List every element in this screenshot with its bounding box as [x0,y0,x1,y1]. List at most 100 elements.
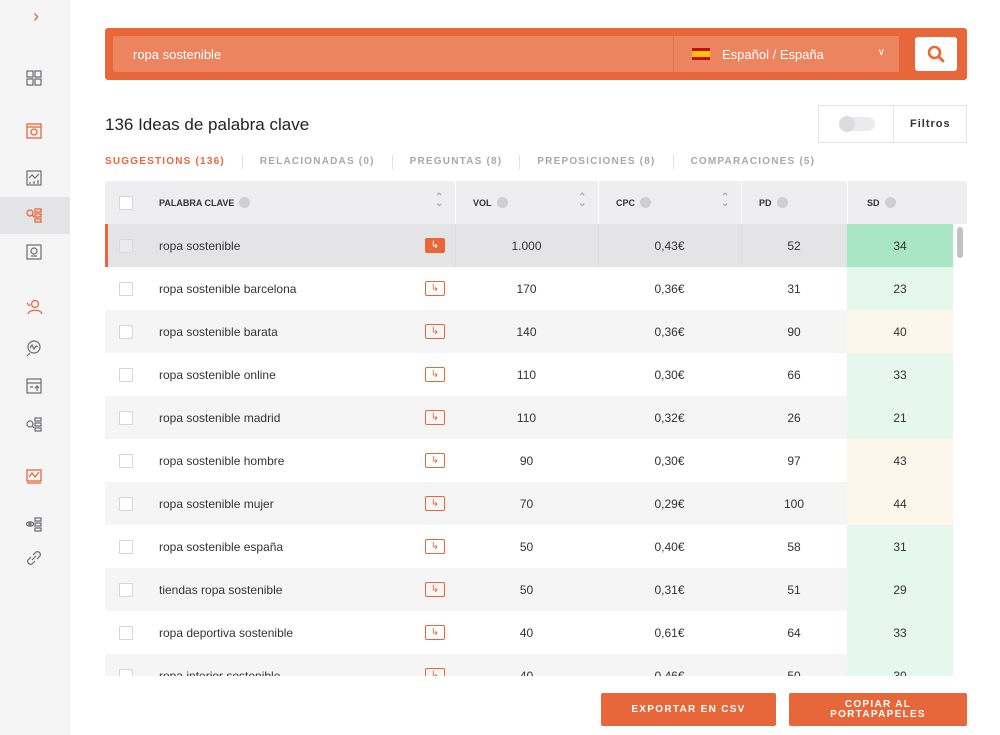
language-selector[interactable]: Español / España ∨ [673,36,899,72]
row-checkbox[interactable] [119,224,133,267]
sort-keyword-icon[interactable]: ⌃ ⌄ [435,192,444,209]
col-pd[interactable]: PD [759,181,788,224]
row-checkbox[interactable] [119,267,133,310]
open-keyword-icon[interactable]: ↳ [425,410,445,425]
search-button[interactable] [915,37,957,71]
table-row[interactable]: ropa sostenible barata ↳ 140 0,36€ 90 40 [105,310,953,353]
vol-cell: 50 [519,539,534,554]
table-row[interactable]: tiendas ropa sostenible ↳ 50 0,31€ 51 29 [105,568,953,611]
sd-cell: 33 [847,353,953,396]
tab-preposiciones[interactable]: PREPOSICIONES (8) [520,155,674,169]
help-icon[interactable] [884,197,896,208]
backlink-analysis-icon[interactable] [24,338,44,358]
pd-cell: 58 [787,539,801,554]
help-icon[interactable] [496,197,508,208]
table-row[interactable]: ropa sostenible mujer ↳ 70 0,29€ 100 44 [105,482,953,525]
sd-cell: 44 [847,482,953,525]
row-checkbox[interactable] [119,611,133,654]
backlinks-users-icon[interactable] [24,297,44,317]
col-keyword[interactable]: PALABRA CLAVE [159,181,251,224]
filters-control[interactable]: Filtros [818,105,967,143]
open-keyword-icon[interactable]: ↳ [425,668,445,676]
tab-suggestions[interactable]: SUGGESTIONS (136) [105,155,243,169]
table-row[interactable]: ropa sostenible españa ↳ 50 0,40€ 58 31 [105,525,953,568]
keyword-cell: ropa sostenible barcelona [159,281,297,296]
keyword-ideas-icon[interactable] [24,205,44,225]
link-icon[interactable] [24,548,44,568]
keyword-cell: ropa sostenible barata [159,324,278,339]
row-checkbox[interactable] [119,396,133,439]
row-checkbox[interactable] [119,568,133,611]
pd-cell: 31 [787,281,801,296]
col-sd-label: SD [867,197,880,208]
export-csv-button[interactable]: EXPORTAR EN CSV [601,693,776,726]
keyword-cell: ropa sostenible [159,238,241,253]
keyword-search-input[interactable] [113,36,679,72]
site-audit-icon[interactable] [24,121,44,141]
visibility-list-icon[interactable] [24,514,44,534]
table-scrollbar[interactable] [955,224,965,676]
rank-tracking-icon[interactable] [24,376,44,396]
open-keyword-icon[interactable]: ↳ [425,238,445,253]
row-divider [741,224,742,267]
row-checkbox[interactable] [119,482,133,525]
help-icon[interactable] [776,197,788,208]
table-row[interactable]: ropa sostenible hombre ↳ 90 0,30€ 97 43 [105,439,953,482]
table-header: PALABRA CLAVE ⌃ ⌄ VOL ⌃ ⌄ CPC ⌃ ⌄ PD SD [105,181,967,224]
open-keyword-icon[interactable]: ↳ [425,625,445,640]
col-cpc-label: CPC [616,197,636,208]
table-row[interactable]: ropa sostenible ↳ 1.000 0,43€ 52 34 [105,224,953,267]
table-row[interactable]: ropa sostenible barcelona ↳ 170 0,36€ 31… [105,267,953,310]
open-keyword-icon[interactable]: ↳ [425,539,445,554]
table-row[interactable]: ropa deportiva sostenible ↳ 40 0,61€ 64 … [105,611,953,654]
table-row[interactable]: ropa sostenible online ↳ 110 0,30€ 66 33 [105,353,953,396]
help-icon[interactable] [239,197,251,208]
open-keyword-icon[interactable]: ↳ [425,367,445,382]
sd-cell: 29 [847,568,953,611]
dashboard-icon[interactable] [24,68,44,88]
result-tabs: SUGGESTIONS (136) RELACIONADAS (0) PREGU… [105,155,832,169]
expand-sidebar-icon[interactable]: › [33,6,39,26]
open-keyword-icon[interactable]: ↳ [425,582,445,597]
tab-comparaciones[interactable]: COMPARACIONES (5) [690,156,816,167]
traffic-overview-icon[interactable] [24,168,44,188]
col-vol[interactable]: VOL [473,181,508,224]
col-cpc[interactable]: CPC [616,181,652,224]
pd-cell: 26 [787,410,801,425]
cpc-cell: 0,46€ [654,668,685,677]
open-keyword-icon[interactable]: ↳ [425,496,445,511]
open-keyword-icon[interactable]: ↳ [425,324,445,339]
analytics-chart-icon[interactable] [24,466,44,486]
pd-cell: 100 [783,496,805,511]
open-keyword-icon[interactable]: ↳ [425,281,445,296]
vol-cell: 50 [519,582,534,597]
open-keyword-icon[interactable]: ↳ [425,453,445,468]
row-checkbox[interactable] [119,310,133,353]
row-checkbox[interactable] [119,353,133,396]
row-divider [598,224,599,267]
results-title: 136 Ideas de palabra clave [105,115,310,134]
cpc-cell: 0,30€ [654,453,685,468]
table-body: ropa sostenible ↳ 1.000 0,43€ 52 34 ropa… [105,224,953,676]
table-scrollbar-thumb[interactable] [957,227,963,258]
filters-toggle[interactable] [839,116,875,132]
select-all-checkbox[interactable] [119,181,133,224]
content-ideas-icon[interactable] [24,242,44,262]
row-checkbox[interactable] [119,654,133,676]
help-icon[interactable] [640,197,652,208]
row-checkbox[interactable] [119,525,133,568]
col-divider [847,181,848,224]
vol-cell: 90 [519,453,534,468]
cpc-cell: 0,36€ [654,281,685,296]
sort-vol-icon[interactable]: ⌃ ⌄ [578,192,587,209]
sort-cpc-icon[interactable]: ⌃ ⌄ [721,192,730,209]
vol-cell: 1.000 [511,238,542,253]
col-sd[interactable]: SD [867,181,896,224]
table-row[interactable]: ropa sostenible madrid ↳ 110 0,32€ 26 21 [105,396,953,439]
table-row[interactable]: ropa interior sostenible ↳ 40 0,46€ 50 3… [105,654,953,676]
tab-relacionadas[interactable]: RELACIONADAS (0) [243,155,393,169]
row-checkbox[interactable] [119,439,133,482]
tab-preguntas[interactable]: PREGUNTAS (8) [393,155,521,169]
keyword-list-icon[interactable] [24,414,44,434]
copy-clipboard-button[interactable]: COPIAR AL PORTAPAPELES [789,693,967,726]
